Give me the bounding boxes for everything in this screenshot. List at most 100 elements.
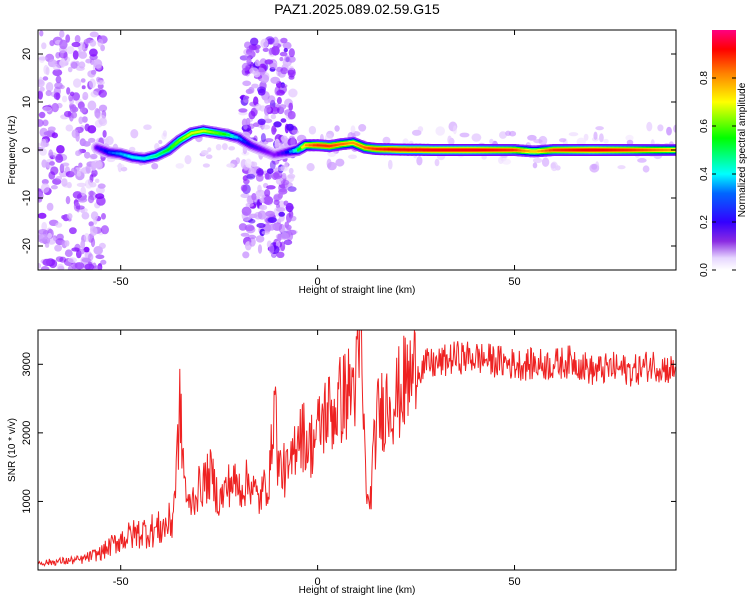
- spectrogram-blob: [38, 119, 44, 127]
- spectrogram-blob: [255, 48, 260, 54]
- spectrogram-blob: [90, 211, 99, 221]
- spectrogram-blob: [66, 46, 75, 55]
- spectrogram-blob: [81, 211, 90, 220]
- spectrogram-blob: [77, 49, 82, 56]
- spectrogram-blob: [64, 249, 73, 257]
- spectrogram-blob: [55, 75, 62, 84]
- spectrogram-blob: [242, 251, 250, 259]
- spectrogram-blob: [243, 123, 248, 130]
- spectrogram-blob: [269, 160, 276, 170]
- spectrogram-blob: [272, 222, 283, 231]
- spectrogram-blob: [245, 202, 254, 207]
- colorbar-tick-label: 0.0: [699, 263, 710, 277]
- spectrogram-blob: [255, 103, 262, 111]
- spectrogram-blob: [158, 139, 163, 145]
- spectrogram-blob: [238, 108, 248, 113]
- spectrogram-blob: [78, 162, 83, 168]
- spectrogram-blob: [246, 173, 256, 180]
- spectrogram-blob: [261, 230, 270, 235]
- spectrogram-blob: [55, 154, 64, 163]
- spectrogram-blob: [260, 38, 269, 49]
- snr-panel: -50 0 50 1000 2000 3000 Height of straight li…: [7, 329, 677, 596]
- spectrogram-blob: [257, 169, 264, 176]
- spectrogram-blob: [94, 178, 100, 183]
- spectrogram-blob: [599, 133, 604, 143]
- spectrogram-blob: [55, 176, 63, 181]
- spectrogram-blob: [45, 90, 52, 97]
- spectrogram-blob: [41, 179, 49, 185]
- spectrogram-blob: [279, 83, 288, 88]
- spectrogram-blob: [283, 239, 293, 246]
- spectrogram-blob: [77, 197, 88, 203]
- spectrogram-y-tick-label: -10: [21, 190, 33, 206]
- spectrogram-blob: [501, 158, 512, 165]
- spectrogram-blob: [40, 183, 50, 193]
- spectrogram-blob: [288, 102, 294, 111]
- spectrogram-blob: [270, 114, 277, 120]
- spectrogram-blob: [67, 257, 77, 263]
- spectrogram-blob: [75, 150, 81, 157]
- spectrogram-blob: [289, 215, 297, 222]
- spectrogram-ticks: -50 0 50 -20 -10 0 10 20: [21, 30, 676, 288]
- spectrogram-blob: [576, 137, 586, 146]
- spectrogram-blob: [447, 135, 452, 145]
- colorbar-tick-label: 0.6: [699, 119, 710, 133]
- spectrogram-blob: [265, 210, 275, 217]
- spectrogram-blob: [273, 194, 280, 202]
- spectrogram-blob: [87, 195, 95, 204]
- spectrogram-x-tick-label: 50: [508, 276, 520, 288]
- spectrogram-blob: [226, 163, 236, 168]
- spectrogram-blob: [39, 238, 48, 244]
- spectrogram-blob: [101, 213, 106, 220]
- spectrogram-blob: [264, 173, 270, 180]
- spectrogram-blob: [61, 162, 70, 167]
- spectrogram-blob: [591, 164, 598, 170]
- spectrogram-blob: [280, 37, 288, 44]
- spectrogram-blob: [40, 266, 50, 270]
- spectrogram-blob: [275, 207, 286, 213]
- spectrogram-blob: [276, 96, 282, 105]
- spectrogram-blob: [272, 106, 278, 112]
- spectrogram-blob: [82, 91, 89, 101]
- spectrogram-blob: [250, 37, 259, 46]
- spectrogram-blob: [241, 62, 250, 71]
- spectrogram-blob: [67, 66, 73, 73]
- snr-background: [38, 330, 676, 570]
- spectrogram-blob: [72, 50, 79, 60]
- spectrogram-blob: [74, 35, 81, 43]
- spectrogram-blob: [283, 47, 288, 53]
- spectrogram-blob: [94, 112, 101, 118]
- spectrogram-heatmap: [38, 30, 676, 270]
- spectrogram-blob: [274, 86, 281, 96]
- spectrogram-x-tick-label: 0: [315, 276, 321, 288]
- spectrogram-blob: [452, 125, 457, 135]
- spectrogram-blob: [673, 124, 676, 133]
- spectrogram-blob: [43, 64, 49, 75]
- spectrogram-blob: [207, 147, 212, 153]
- spectrogram-blob: [268, 244, 275, 255]
- spectrogram-blob: [59, 39, 68, 50]
- spectrogram-blob: [593, 131, 598, 140]
- spectrogram-blob: [130, 129, 139, 139]
- spectrogram-blob: [71, 262, 78, 270]
- spectrogram-blob: [499, 131, 507, 139]
- spectrogram-blob: [98, 242, 106, 249]
- spectrogram-y-axis-label: Frequency (Hz): [7, 116, 18, 185]
- spectrogram-blob: [617, 165, 626, 170]
- spectrogram-blob: [80, 186, 86, 197]
- spectrogram-blob: [284, 55, 291, 63]
- spectrogram-blob: [228, 146, 236, 151]
- spectrogram-blob: [44, 243, 50, 248]
- spectrogram-blob: [69, 91, 75, 97]
- spectrogram-blob: [47, 126, 56, 132]
- spectrogram-blob: [85, 164, 91, 174]
- spectrogram-blob: [244, 224, 255, 232]
- spectrogram-blob: [53, 92, 61, 100]
- spectrogram-blob: [151, 163, 159, 170]
- spectrogram-blob: [254, 60, 261, 67]
- spectrogram-blob: [56, 233, 64, 241]
- spectrogram-blob: [259, 204, 268, 211]
- spectrogram-blob: [595, 126, 604, 131]
- spectrogram-panel: -50 0 50 -20 -10 0 10 20 Height of straight lin…: [7, 29, 677, 296]
- spectrogram-blob: [532, 162, 538, 169]
